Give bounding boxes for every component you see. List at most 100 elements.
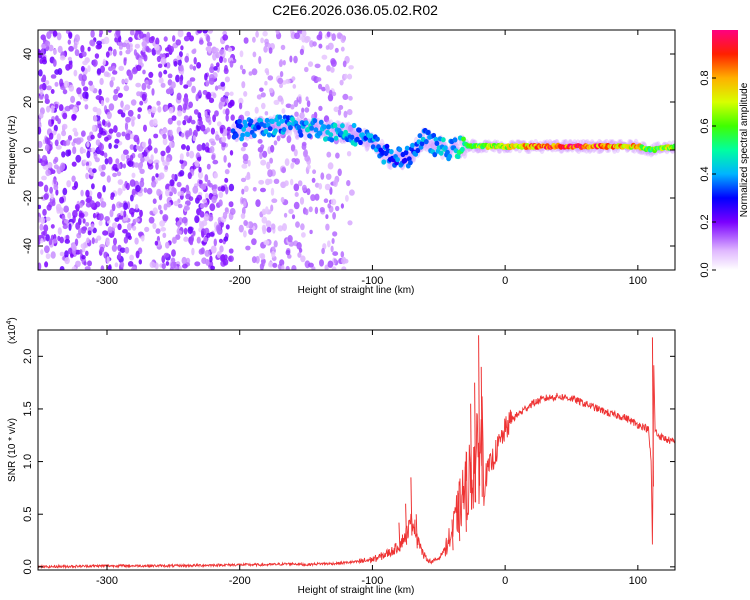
noise-blob: [191, 85, 197, 94]
noise-blob: [337, 168, 342, 177]
noise-blob: [316, 77, 322, 82]
noise-blob: [50, 105, 55, 114]
noise-blob: [310, 194, 316, 202]
x-tick-label: 0: [502, 275, 508, 287]
noise-blob: [214, 85, 219, 91]
noise-blob: [196, 236, 201, 244]
noise-blob: [307, 262, 314, 268]
noise-blob: [110, 194, 114, 200]
noise-blob: [168, 141, 175, 149]
noise-blob: [85, 172, 89, 180]
noise-blob: [244, 175, 251, 181]
noise-blob: [337, 109, 342, 116]
noise-blob: [260, 92, 266, 98]
noise-blob: [202, 90, 208, 95]
noise-blob: [80, 226, 87, 234]
noise-blob: [304, 208, 309, 216]
noise-blob: [75, 260, 81, 267]
noise-blob: [157, 106, 162, 113]
noise-blob: [125, 116, 131, 123]
noise-blob: [279, 259, 285, 267]
noise-blob: [68, 45, 74, 52]
noise-blob: [163, 69, 168, 75]
noise-blob: [295, 221, 300, 228]
noise-blob: [57, 118, 61, 125]
noise-blob: [292, 84, 297, 89]
noise-blob: [81, 51, 87, 57]
noise-blob: [243, 220, 248, 226]
noise-blob: [294, 158, 300, 165]
ridge-halo-blob: [348, 125, 354, 136]
noise-blob: [205, 79, 209, 87]
noise-blob: [46, 204, 52, 211]
noise-blob: [344, 73, 348, 80]
ridge-blob: [354, 136, 360, 142]
noise-blob: [219, 127, 224, 134]
noise-blob: [59, 236, 64, 244]
noise-blob: [347, 220, 353, 226]
noise-blob: [45, 169, 51, 177]
noise-blob: [258, 56, 262, 64]
noise-blob: [312, 169, 317, 174]
noise-blob: [112, 163, 119, 171]
noise-blob: [192, 135, 197, 142]
spectrogram-y-label: Frequency (Hz): [7, 116, 18, 185]
noise-blob: [74, 204, 80, 211]
noise-blob: [46, 137, 51, 145]
noise-blob: [188, 196, 194, 202]
noise-blob: [126, 223, 132, 231]
noise-blob: [224, 128, 228, 137]
noise-blob: [194, 160, 200, 167]
noise-blob: [108, 128, 114, 134]
noise-blob: [222, 30, 228, 36]
noise-blob: [55, 145, 62, 150]
ridge-blob: [351, 122, 357, 129]
noise-blob: [152, 118, 158, 127]
noise-blob: [341, 266, 347, 270]
noise-blob: [85, 189, 90, 198]
noise-blob: [81, 74, 87, 82]
noise-blob: [128, 207, 135, 215]
ridge-blob: [237, 118, 242, 124]
noise-blob: [119, 247, 126, 253]
noise-blob: [103, 71, 110, 77]
noise-blob: [198, 120, 204, 126]
noise-blob: [323, 198, 329, 203]
noise-blob: [212, 92, 217, 99]
ridge-blob: [447, 153, 453, 159]
noise-blob: [59, 55, 66, 61]
y-tick-label: -40: [22, 238, 34, 254]
noise-blob: [252, 51, 257, 58]
noise-blob: [64, 219, 69, 224]
noise-blob: [102, 119, 106, 126]
noise-blob: [87, 260, 92, 267]
noise-blob: [268, 87, 274, 94]
noise-blob: [104, 136, 109, 142]
noise-blob: [330, 66, 335, 73]
noise-blob: [166, 201, 172, 208]
snr-y-exponent-base: (x10: [7, 324, 18, 344]
noise-blob: [215, 62, 220, 68]
noise-blob: [180, 45, 184, 51]
noise-blob: [139, 100, 144, 106]
noise-blob: [228, 183, 235, 192]
noise-blob: [161, 263, 166, 270]
noise-blob: [189, 35, 194, 42]
noise-blob: [113, 125, 118, 133]
ridge-blob: [375, 136, 380, 142]
x-tick-label: -200: [229, 575, 251, 587]
noise-blob: [152, 198, 157, 204]
noise-blob: [75, 137, 82, 145]
noise-blob: [281, 264, 285, 270]
noise-blob: [271, 246, 276, 252]
noise-blob: [266, 161, 271, 170]
noise-blob: [68, 61, 73, 70]
noise-blob: [199, 211, 205, 218]
ridge-blob: [455, 153, 461, 160]
noise-blob: [72, 215, 76, 224]
noise-blob: [321, 86, 326, 92]
noise-blob: [204, 110, 208, 117]
noise-blob: [243, 37, 249, 44]
colorbar-ticks: 0.0 0.2 0.4 0.6 0.8: [699, 70, 716, 278]
noise-blob: [89, 84, 95, 92]
